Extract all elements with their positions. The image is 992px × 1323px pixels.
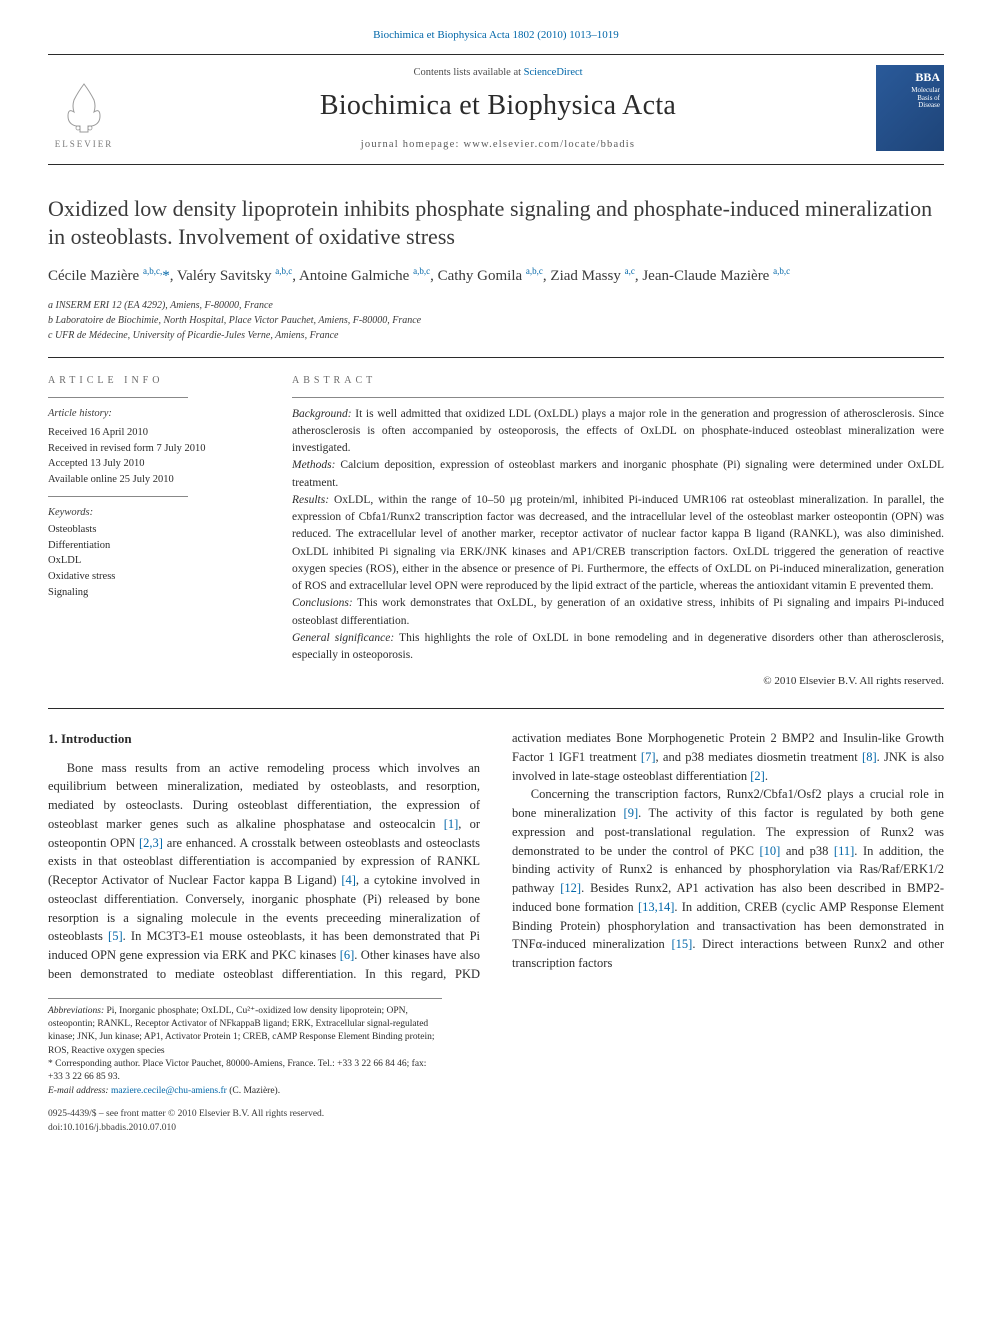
abs-methods: Calcium deposition, expression of osteob… [292, 459, 944, 488]
kw-0: Osteoblasts [48, 522, 260, 538]
journal-title: Biochimica et Biophysica Acta [136, 86, 860, 127]
authors: Cécile Mazière a,b,c,*, Valéry Savitsky … [48, 265, 944, 288]
email: E-mail address: maziere.cecile@chu-amien… [48, 1085, 442, 1098]
affiliations: a INSERM ERI 12 (EA 4292), Amiens, F-800… [48, 298, 944, 343]
abstract-copyright: © 2010 Elsevier B.V. All rights reserved… [292, 674, 944, 690]
rule-bottom [48, 708, 944, 709]
email-link[interactable]: maziere.cecile@chu-amiens.fr [111, 1086, 227, 1096]
footer-left: 0925-4439/$ – see front matter © 2010 El… [48, 1108, 324, 1136]
kw-2: OxLDL [48, 553, 260, 569]
ref-8[interactable]: [8] [862, 750, 877, 764]
masthead: ELSEVIER Contents lists available at Sci… [48, 54, 944, 165]
affiliation-b: b Laboratoire de Biochimie, North Hospit… [48, 313, 944, 328]
abs-background-label: Background: [292, 408, 352, 420]
history-lines: Received 16 April 2010 Received in revis… [48, 425, 260, 488]
keywords: Osteoblasts Differentiation OxLDL Oxidat… [48, 522, 260, 601]
corr-label: * Corresponding author. [48, 1059, 140, 1069]
ref-1[interactable]: [1] [444, 817, 459, 831]
history-received: Received 16 April 2010 [48, 425, 260, 441]
ref-13-14[interactable]: [13,14] [638, 900, 674, 914]
affiliation-c: c UFR de Médecine, University of Picardi… [48, 328, 944, 343]
elsevier-tree-icon [60, 78, 108, 134]
body-columns: 1. Introduction Bone mass results from a… [48, 729, 944, 984]
history-accepted: Accepted 13 July 2010 [48, 456, 260, 472]
article-info: ARTICLE INFO Article history: Received 1… [48, 374, 260, 690]
intro-heading: 1. Introduction [48, 729, 480, 749]
footer-copyright: 0925-4439/$ – see front matter © 2010 El… [48, 1108, 324, 1122]
abstract-head: ABSTRACT [292, 374, 944, 389]
masthead-center: Contents lists available at ScienceDirec… [120, 65, 876, 152]
abs-significance-label: General significance: [292, 632, 394, 644]
keywords-label: Keywords: [48, 505, 260, 520]
footnotes: Abbreviations: Pi, Inorganic phosphate; … [48, 998, 442, 1098]
corresponding: * Corresponding author. Place Victor Pau… [48, 1058, 442, 1085]
ref-15[interactable]: [15] [672, 937, 693, 951]
elsevier-logo: ELSEVIER [48, 65, 120, 151]
footer-doi: doi:10.1016/j.bbadis.2010.07.010 [48, 1122, 324, 1136]
kw-3: Oxidative stress [48, 569, 260, 585]
kw-4: Signaling [48, 585, 260, 601]
abs-methods-label: Methods: [292, 459, 335, 471]
sciencedirect-link[interactable]: ScienceDirect [524, 67, 583, 78]
journal-cover-thumb: BBA Molecular Basis of Disease [876, 65, 944, 151]
ref-9[interactable]: [9] [624, 806, 639, 820]
ref-2-3[interactable]: [2,3] [139, 836, 163, 850]
abbreviations: Abbreviations: Pi, Inorganic phosphate; … [48, 1005, 442, 1058]
contents-prefix: Contents lists available at [413, 67, 523, 78]
abs-results: OxLDL, within the range of 10–50 µg prot… [292, 494, 944, 592]
history-revised: Received in revised form 7 July 2010 [48, 441, 260, 457]
ref-12[interactable]: [12] [560, 881, 581, 895]
affiliation-a: a INSERM ERI 12 (EA 4292), Amiens, F-800… [48, 298, 944, 313]
abbrev-label: Abbreviations: [48, 1006, 104, 1016]
footer: 0925-4439/$ – see front matter © 2010 El… [48, 1108, 944, 1136]
history-label: Article history: [48, 406, 260, 421]
abstract: ABSTRACT Background: It is well admitted… [292, 374, 944, 690]
journal-homepage: journal homepage: www.elsevier.com/locat… [136, 137, 860, 152]
elsevier-label: ELSEVIER [55, 138, 114, 151]
rule-top [48, 357, 944, 358]
contents-line: Contents lists available at ScienceDirec… [136, 65, 860, 80]
abs-background: It is well admitted that oxidized LDL (O… [292, 408, 944, 455]
journal-reference: Biochimica et Biophysica Acta 1802 (2010… [48, 28, 944, 44]
cover-bba: BBA [915, 69, 940, 86]
abbrev-text: Pi, Inorganic phosphate; OxLDL, Cu²⁺-oxi… [48, 1006, 435, 1056]
homepage-prefix: journal homepage: [361, 139, 464, 150]
ref-10[interactable]: [10] [760, 844, 781, 858]
abs-conclusions: This work demonstrates that OxLDL, by ge… [292, 597, 944, 626]
info-abstract-row: ARTICLE INFO Article history: Received 1… [48, 374, 944, 690]
email-label: E-mail address: [48, 1086, 109, 1096]
email-suffix: (C. Mazière). [227, 1086, 280, 1096]
article-title: Oxidized low density lipoprotein inhibit… [48, 187, 944, 251]
history-online: Available online 25 July 2010 [48, 472, 260, 488]
homepage-url: www.elsevier.com/locate/bbadis [463, 139, 635, 150]
ref-5[interactable]: [5] [108, 929, 123, 943]
ref-6[interactable]: [6] [340, 948, 355, 962]
abs-results-label: Results: [292, 494, 329, 506]
article-info-head: ARTICLE INFO [48, 374, 260, 389]
ref-7[interactable]: [7] [641, 750, 656, 764]
ref-11[interactable]: [11] [834, 844, 854, 858]
abstract-body: Background: It is well admitted that oxi… [292, 406, 944, 665]
kw-1: Differentiation [48, 538, 260, 554]
cover-sub3: Disease [918, 102, 940, 110]
intro-p2: Concerning the transcription factors, Ru… [512, 785, 944, 973]
abs-conclusions-label: Conclusions: [292, 597, 353, 609]
ref-4[interactable]: [4] [341, 873, 356, 887]
ref-2[interactable]: [2] [750, 769, 765, 783]
